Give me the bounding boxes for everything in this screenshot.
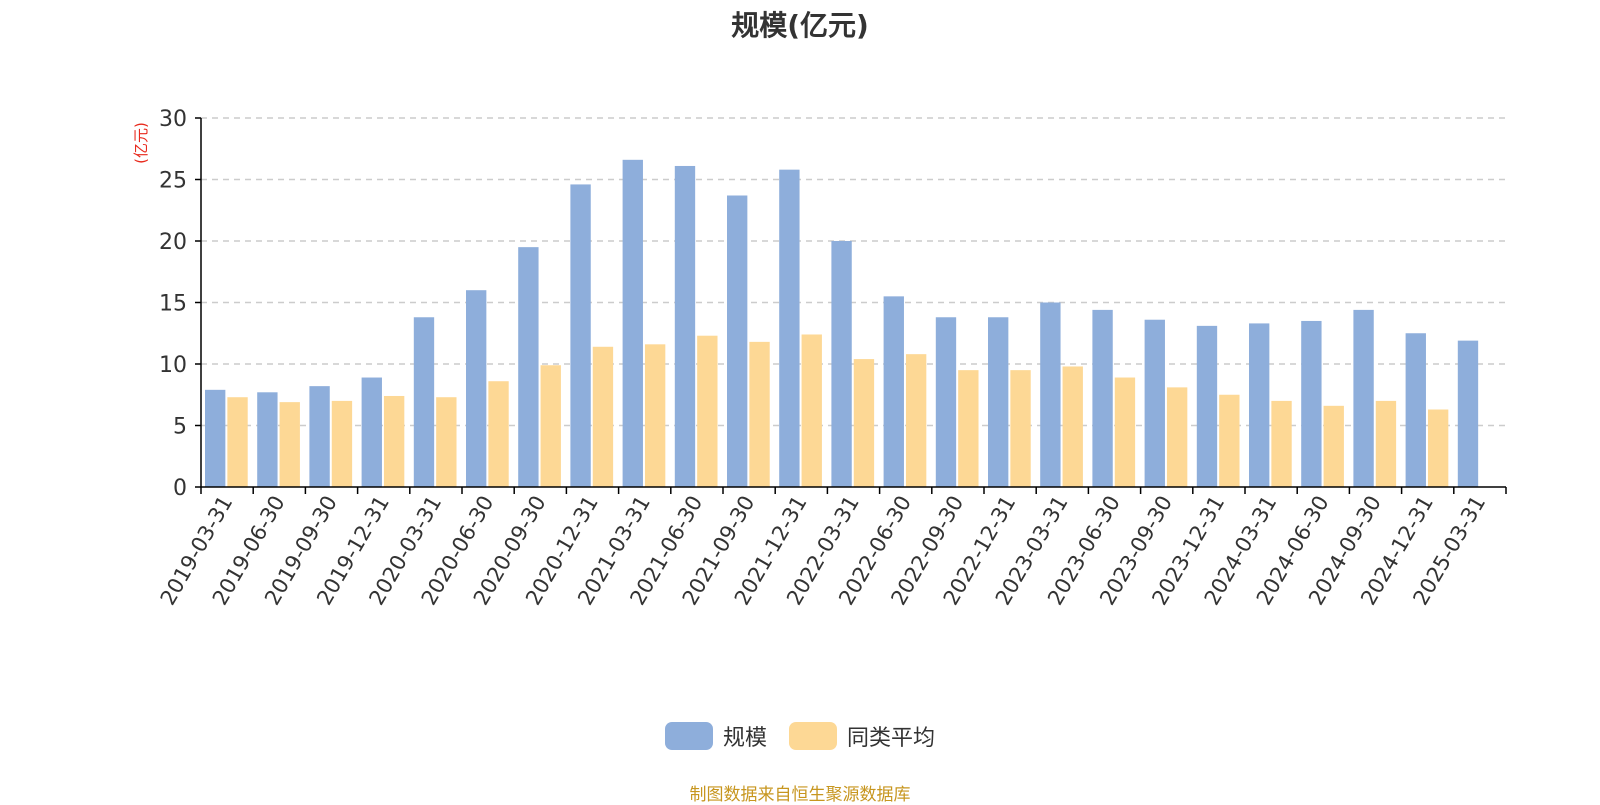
bar-average [1062, 366, 1083, 487]
bar-average [853, 359, 875, 487]
bar-scale [205, 389, 226, 487]
bar-average [1219, 394, 1240, 487]
bar-average [227, 397, 248, 487]
bar-scale [1040, 302, 1061, 487]
y-tick-label: 20 [159, 230, 187, 255]
bar-average [592, 346, 614, 487]
bar-scale [570, 184, 591, 488]
source-note: 制图数据来自恒生聚源数据库 [689, 785, 911, 805]
bar-scale [1301, 320, 1322, 487]
bar-average [958, 370, 979, 487]
bar-scale [1092, 309, 1113, 487]
bar-scale [988, 317, 1009, 487]
bar-average [1010, 370, 1031, 487]
bar-scale [1457, 340, 1479, 487]
bar-average [383, 395, 405, 487]
bar-scale [518, 247, 539, 487]
bar-scale [1353, 309, 1374, 487]
legend-label-average: 同类平均 [847, 726, 936, 751]
bar-average [697, 335, 718, 487]
bar-average [1271, 400, 1292, 487]
bar-average [1375, 400, 1397, 487]
bar-scale [622, 159, 643, 487]
y-tick-label: 10 [159, 353, 187, 378]
bar-scale [1144, 319, 1165, 487]
bar-scale [1405, 333, 1426, 487]
y-tick-label: 5 [173, 415, 187, 440]
bar-average [436, 397, 457, 487]
bar-scale [466, 290, 487, 487]
bar-average [801, 334, 822, 487]
legend: 规模 同类平均 [0, 720, 1600, 752]
y-tick-label: 0 [173, 476, 187, 501]
y-axis-label: (亿元) [132, 122, 150, 164]
bar-average [749, 341, 770, 487]
chart-title: 规模(亿元) [731, 9, 869, 42]
legend-item-scale[interactable]: 规模 [664, 720, 767, 752]
bar-scale [361, 377, 382, 487]
bar-scale [309, 386, 330, 487]
y-tick-label: 25 [159, 169, 187, 194]
bar-average [905, 354, 927, 487]
bar-scale [727, 195, 748, 488]
bar-scale [674, 165, 696, 487]
y-tick-label: 30 [159, 107, 187, 132]
legend-swatch-average [789, 722, 837, 750]
bar-average [488, 381, 509, 487]
bar-scale [413, 317, 435, 487]
bar-scale [935, 317, 957, 487]
legend-item-average[interactable]: 同类平均 [789, 720, 935, 752]
bar-scale [1196, 325, 1218, 487]
bar-average [279, 402, 300, 487]
bar-scale [257, 392, 278, 487]
bar-average [331, 400, 353, 487]
bar-scale [1249, 323, 1270, 487]
bar-scale [883, 296, 904, 487]
legend-swatch-scale [664, 722, 713, 750]
bar-average [1427, 409, 1449, 487]
bar-average [1323, 405, 1344, 487]
bar-average [644, 344, 666, 487]
y-tick-label: 15 [159, 292, 187, 317]
bar-average [1114, 377, 1136, 487]
bar-scale [831, 241, 852, 487]
bar-average [1166, 387, 1188, 487]
bar-average [540, 365, 561, 487]
bar-scale [779, 169, 800, 487]
legend-label-scale: 规模 [722, 726, 767, 751]
